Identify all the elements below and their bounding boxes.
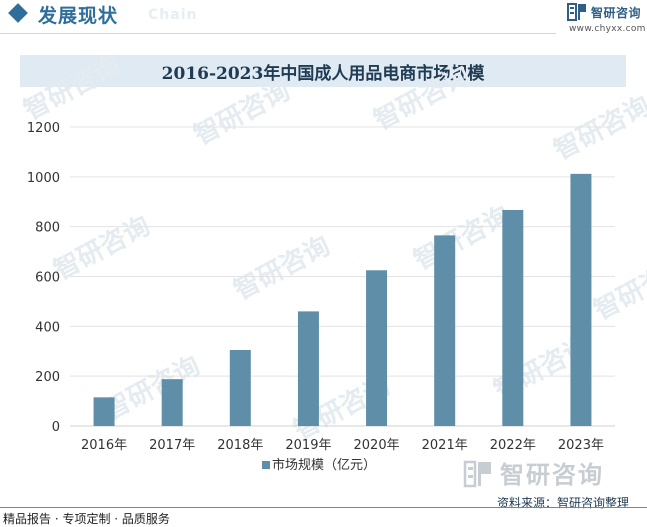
legend-swatch	[262, 461, 270, 469]
bar	[229, 350, 251, 426]
legend-label: 市场规模（亿元）	[272, 457, 376, 473]
footer: 资料来源：智研咨询整理 精品报告 · 专项定制 · 品质服务	[0, 490, 647, 526]
y-tick-label: 1200	[27, 121, 60, 136]
x-tick-label: 2017年	[149, 438, 195, 453]
bar	[502, 209, 524, 426]
bar-series	[93, 173, 592, 426]
bar	[93, 397, 115, 426]
brand: 智研咨询 www.chyxx.com	[567, 3, 647, 35]
watermark-text: 智研咨询	[589, 250, 647, 326]
brand-logo-icon	[567, 3, 586, 21]
watermark-text: 智研咨询	[19, 50, 125, 126]
source-note: 资料来源：智研咨询整理	[497, 496, 630, 510]
watermark-text: 智研咨询	[549, 90, 647, 166]
section-subtitle: Chain	[148, 7, 198, 23]
watermark-text: 智研咨询	[49, 210, 155, 286]
bar	[297, 311, 319, 426]
footer-divider	[0, 507, 647, 508]
watermark-text: 智研咨询	[99, 350, 205, 426]
brand-watermark-text: 智研咨询	[500, 461, 604, 489]
watermark-text: 智研咨询	[229, 230, 335, 306]
brand-url: www.chyxx.com	[569, 24, 646, 34]
x-tick-label: 2019年	[285, 438, 331, 453]
bar	[570, 173, 592, 426]
brand-name: 智研咨询	[591, 6, 642, 20]
y-tick-label: 400	[35, 320, 60, 335]
x-tick-label: 2023年	[558, 438, 604, 453]
chart-title: 2016-2023年中国成人用品电商市场规模	[161, 63, 485, 84]
x-tick-label: 2022年	[490, 438, 536, 453]
x-axis: 2016年 2017年 2018年 2019年 2020年 2021年 2022年 2023年	[81, 438, 604, 453]
bar	[161, 379, 183, 426]
bar	[366, 270, 388, 426]
x-tick-label: 2018年	[217, 438, 263, 453]
watermark-text: 智研咨询	[409, 200, 515, 276]
chart-title-bar: 2016-2023年中国成人用品电商市场规模	[20, 55, 626, 87]
watermark-text: 智研咨询	[369, 60, 475, 136]
y-tick-label: 1000	[27, 171, 60, 186]
watermark-text: 智研咨询	[189, 75, 295, 151]
x-tick-label: 2020年	[354, 438, 400, 453]
x-tick-label: 2021年	[422, 438, 468, 453]
y-tick-label: 200	[35, 370, 60, 385]
y-tick-label: 0	[52, 420, 60, 435]
header: 发展现状 Chain 智研咨询 www.chyxx.com	[0, 0, 647, 34]
brand-watermark-logo	[463, 460, 491, 488]
legend: 市场规模（亿元）	[262, 457, 376, 473]
section-title: 发展现状	[38, 5, 119, 27]
y-tick-label: 800	[35, 221, 60, 236]
header-divider	[0, 33, 556, 34]
x-tick-label: 2016年	[81, 438, 127, 453]
grid-lines	[70, 126, 615, 427]
bar	[434, 235, 456, 426]
footer-tagline: 精品报告 · 专项定制 · 品质服务	[3, 512, 170, 526]
y-axis: 0 200 400 600 800 1000 1200	[27, 121, 60, 435]
y-tick-label: 600	[35, 271, 60, 286]
